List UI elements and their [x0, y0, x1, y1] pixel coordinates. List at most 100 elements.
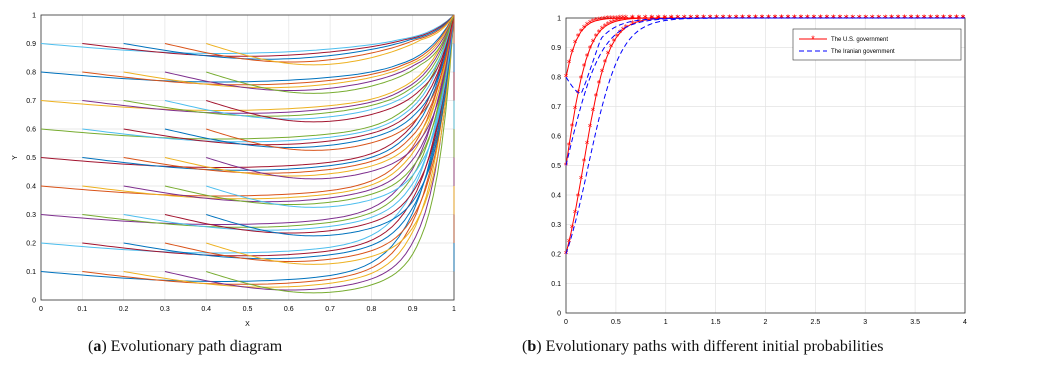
chart-b-us-marker: * — [734, 14, 739, 24]
caption-a-letter: a — [93, 338, 102, 355]
chart-b-us-marker: * — [721, 14, 726, 24]
chart-b-us-marker: * — [643, 14, 648, 24]
chart-b-legend-box — [792, 28, 962, 61]
chart-b-us-marker: * — [695, 14, 700, 24]
chart-b-us-marker: * — [570, 48, 575, 58]
chart-b-us-marker: * — [594, 17, 599, 27]
chart-b-us-marker: * — [812, 14, 817, 24]
chart-a-path-line — [164, 14, 455, 63]
chart-b-us-marker: * — [922, 14, 927, 24]
chart-b-us-marker: * — [567, 142, 572, 152]
chart-b-us-marker: * — [818, 14, 823, 24]
chart-b-us-marker: * — [902, 14, 907, 24]
chart-b-us-marker: * — [727, 14, 732, 24]
chart-a-path-line — [40, 14, 455, 168]
chart-a-path-line — [123, 14, 455, 117]
chart-b-us-marker: * — [786, 14, 791, 24]
chart-b-us-marker: * — [609, 15, 614, 25]
chart-b-us-marker: * — [564, 162, 569, 172]
chart-b-us-marker: * — [740, 14, 745, 24]
chart-b-us-marker: * — [883, 14, 888, 24]
chart-a-paths — [40, 14, 455, 294]
chart-a-xtick-label: 0.9 — [408, 306, 418, 313]
chart-b-us-marker: * — [624, 23, 629, 33]
chart-a-path-line — [40, 14, 455, 111]
chart-b-us-marker: * — [928, 14, 933, 24]
chart-b-us-marker: * — [701, 14, 706, 24]
chart-b-us-marker: * — [922, 14, 927, 24]
chart-a-path-line — [82, 14, 455, 114]
chart-a-path-line — [82, 14, 455, 228]
chart-b-us-marker: * — [831, 14, 836, 24]
chart-a-xtick-label: 1 — [452, 306, 456, 313]
chart-b-us-marker: * — [714, 14, 719, 24]
chart-b-us-marker: * — [618, 16, 623, 26]
chart-b-us-marker: * — [609, 19, 614, 29]
chart-b-us-marker: * — [588, 123, 593, 133]
chart-b-us-marker: * — [786, 14, 791, 24]
chart-b-us-marker: * — [760, 14, 765, 24]
chart-b-us-marker: * — [948, 14, 953, 24]
chart-b-us-marker: * — [603, 15, 608, 25]
chart-b-ytick-label: 0.5 — [551, 163, 561, 170]
chart-b-us-marker: * — [760, 14, 765, 24]
chart-b-us-marker: * — [585, 53, 590, 63]
chart-b-us-marker: * — [747, 14, 752, 24]
chart-b-us-marker: * — [935, 14, 940, 24]
chart-b-us-marker: * — [857, 14, 862, 24]
chart-a-ytick-label: 0.7 — [26, 98, 36, 105]
chart-b-us-marker: * — [779, 14, 784, 24]
chart-b-us-marker: * — [870, 14, 875, 24]
chart-a-path-line — [206, 14, 455, 180]
chart-a-path-line — [206, 14, 455, 294]
chart-b-us-marker: * — [615, 14, 620, 24]
chart-b-us-marker: * — [935, 14, 940, 24]
chart-a-xtick-label: 0.7 — [325, 306, 335, 313]
chart-b-us-marker: * — [701, 14, 706, 24]
chart-b-us-marker: * — [825, 14, 830, 24]
chart-b-ytick-label: 0.7 — [551, 104, 561, 111]
chart-b-us-marker: * — [792, 14, 797, 24]
chart-b-us-marker: * — [576, 192, 581, 202]
chart-a-path-line — [40, 14, 455, 83]
chart-b-us-marker: * — [753, 14, 758, 24]
chart-b-us-marker: * — [714, 14, 719, 24]
chart-a-xlabel: X — [245, 321, 250, 328]
chart-b-us-marker: * — [682, 14, 687, 24]
chart-b-us-marker: * — [579, 175, 584, 185]
chart-b-us-marker: * — [889, 14, 894, 24]
chart-b-xtick-label: 2.5 — [811, 319, 821, 326]
chart-b-us-marker: * — [727, 14, 732, 24]
chart-a-path-line — [123, 14, 455, 260]
chart-b-us-marker: * — [844, 14, 849, 24]
chart-b-us-marker: * — [896, 14, 901, 24]
chart-b-us-marker: * — [585, 21, 590, 31]
chart-b-us-marker: * — [876, 14, 881, 24]
chart-b-us-marker: * — [576, 89, 581, 99]
chart-b-us-marker: * — [896, 14, 901, 24]
chart-b-ytick-label: 0.1 — [551, 281, 561, 288]
chart-b-xtick-label: 2 — [764, 319, 768, 326]
chart-b-us-marker: * — [915, 14, 920, 24]
chart-b-us-marker: * — [573, 39, 578, 49]
chart-b-us-marker: * — [637, 14, 642, 24]
chart-b-us-marker: * — [650, 15, 655, 25]
chart-b-us-marker: * — [591, 107, 596, 117]
chart-b-us-marker: * — [564, 250, 569, 260]
chart-a-xtick-label: 0.2 — [119, 306, 129, 313]
chart-a-xtick-label: 0.5 — [243, 306, 253, 313]
chart-a-path-line — [123, 14, 455, 60]
chart-b-us-marker: * — [621, 26, 626, 36]
chart-b-legend-us-label: The U.S. government — [831, 37, 888, 43]
chart-b-us-marker: * — [857, 14, 862, 24]
chart-b-us-marker: * — [708, 14, 713, 24]
chart-a-path-line — [206, 14, 455, 208]
chart-b-us-marker: * — [786, 14, 791, 24]
chart-b-us-marker: * — [863, 14, 868, 24]
chart-b-us-marker: * — [851, 14, 856, 24]
chart-b-us-marker: * — [570, 123, 575, 133]
chart-a-path-line — [164, 14, 455, 177]
chart-b-us-marker: * — [621, 16, 626, 26]
chart-b-us-marker: * — [747, 14, 752, 24]
chart-b-us-marker: * — [799, 14, 804, 24]
